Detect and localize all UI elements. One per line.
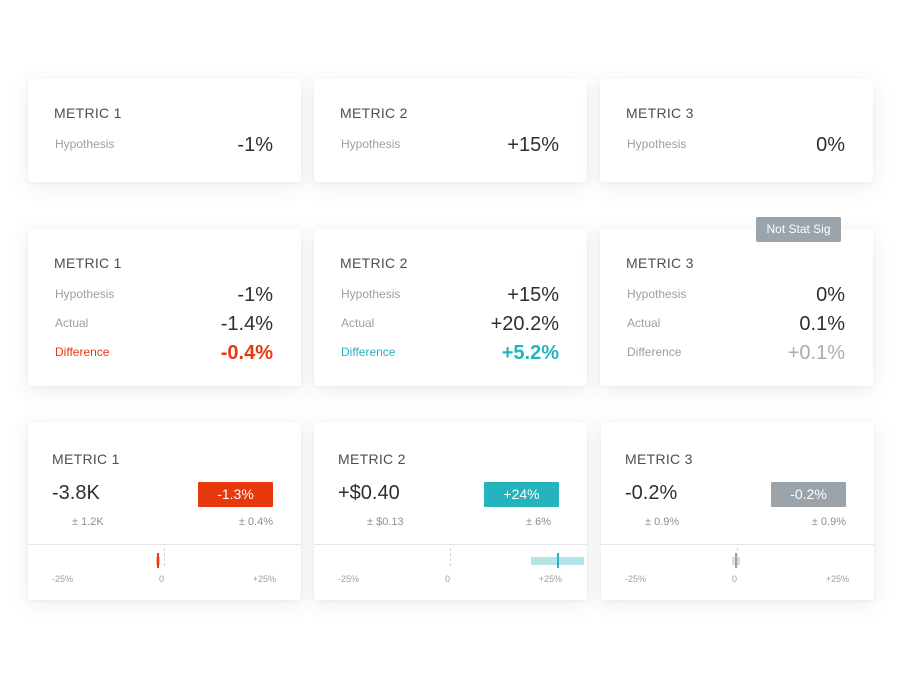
hypothesis-value: 0% bbox=[816, 134, 845, 156]
axis-zero-label: 0 bbox=[159, 574, 165, 584]
metric-title: METRIC 1 bbox=[52, 451, 120, 467]
hypothesis-label: Hypothesis bbox=[341, 287, 401, 301]
actual-value: 0.1% bbox=[799, 313, 845, 335]
not-stat-sig-badge: Not Stat Sig bbox=[756, 217, 841, 242]
change-badge: -1.3% bbox=[198, 482, 273, 507]
metric-title: METRIC 2 bbox=[338, 451, 406, 467]
difference-label: Difference bbox=[627, 345, 682, 359]
point-estimate-marker bbox=[735, 553, 738, 568]
metric-title: METRIC 3 bbox=[626, 255, 694, 271]
actual-label: Actual bbox=[627, 316, 661, 330]
axis-max-label: +25% bbox=[252, 574, 276, 584]
metric-title: METRIC 3 bbox=[625, 451, 693, 467]
actual-label: Actual bbox=[55, 316, 89, 330]
metric-title: METRIC 2 bbox=[340, 105, 408, 121]
actual-value: -1.4% bbox=[220, 313, 273, 335]
value-error: ± 0.9% bbox=[645, 516, 680, 528]
divider bbox=[28, 544, 301, 545]
hypothesis-value: -1% bbox=[237, 284, 273, 306]
axis-min-label: -25% bbox=[338, 574, 360, 584]
difference-value: +5.2% bbox=[501, 342, 559, 364]
axis-min-label: -25% bbox=[52, 574, 74, 584]
hypothesis-value: +15% bbox=[507, 284, 559, 306]
change-badge: +24% bbox=[484, 482, 559, 507]
hypothesis-card-metric-1[interactable]: METRIC 1 Hypothesis -1% bbox=[28, 79, 301, 182]
metric-title: METRIC 2 bbox=[340, 255, 408, 271]
result-card-metric-1[interactable]: METRIC 1 Hypothesis -1% Actual -1.4% Dif… bbox=[28, 229, 301, 386]
difference-value: +0.1% bbox=[787, 342, 845, 364]
hypothesis-label: Hypothesis bbox=[55, 287, 115, 301]
impact-card-metric-2[interactable]: METRIC 2 +$0.40 +24% ± $0.13 ± 6% -25% 0… bbox=[314, 422, 587, 600]
axis-zero-label: 0 bbox=[445, 574, 451, 584]
result-card-metric-3[interactable]: METRIC 3 Hypothesis 0% Actual 0.1% Diffe… bbox=[600, 229, 873, 386]
axis-min-label: -25% bbox=[625, 574, 647, 584]
hypothesis-card-metric-2[interactable]: METRIC 2 Hypothesis +15% bbox=[314, 79, 587, 182]
divider bbox=[314, 544, 587, 545]
metric-value: -3.8K bbox=[52, 482, 100, 504]
axis-max-label: +25% bbox=[538, 574, 562, 584]
axis-zero-label: 0 bbox=[732, 574, 738, 584]
change-error: ± 0.9% bbox=[811, 516, 846, 528]
hypothesis-label: Hypothesis bbox=[341, 137, 401, 151]
metric-value: -0.2% bbox=[625, 482, 678, 504]
hypothesis-value: +15% bbox=[507, 134, 559, 156]
hypothesis-label: Hypothesis bbox=[627, 287, 687, 301]
metric-title: METRIC 1 bbox=[54, 255, 122, 271]
zero-line bbox=[450, 548, 451, 566]
difference-value: -0.4% bbox=[220, 342, 273, 364]
result-card-metric-2[interactable]: METRIC 2 Hypothesis +15% Actual +20.2% D… bbox=[314, 229, 587, 386]
change-error: ± 6% bbox=[526, 516, 551, 528]
value-error: ± 1.2K bbox=[72, 516, 104, 528]
difference-label: Difference bbox=[341, 345, 396, 359]
metric-title: METRIC 3 bbox=[626, 105, 694, 121]
value-error: ± $0.13 bbox=[367, 516, 404, 528]
hypothesis-label: Hypothesis bbox=[55, 137, 115, 151]
divider bbox=[601, 544, 874, 545]
actual-value: +20.2% bbox=[490, 313, 559, 335]
hypothesis-value: -1% bbox=[237, 134, 273, 156]
impact-card-metric-1[interactable]: METRIC 1 -3.8K -1.3% ± 1.2K ± 0.4% -25% … bbox=[28, 422, 301, 600]
zero-line bbox=[164, 548, 165, 566]
point-estimate-marker bbox=[157, 553, 160, 568]
point-estimate-marker bbox=[556, 553, 559, 568]
change-badge: -0.2% bbox=[771, 482, 846, 507]
actual-label: Actual bbox=[341, 316, 375, 330]
difference-label: Difference bbox=[55, 345, 110, 359]
hypothesis-value: 0% bbox=[816, 284, 845, 306]
axis-max-label: +25% bbox=[825, 574, 849, 584]
change-error: ± 0.4% bbox=[238, 516, 273, 528]
hypothesis-card-metric-3[interactable]: METRIC 3 Hypothesis 0% bbox=[600, 79, 873, 182]
metric-title: METRIC 1 bbox=[54, 105, 122, 121]
metric-value: +$0.40 bbox=[338, 482, 400, 504]
hypothesis-label: Hypothesis bbox=[627, 137, 687, 151]
zero-line bbox=[737, 548, 738, 566]
impact-card-metric-3[interactable]: METRIC 3 -0.2% -0.2% ± 0.9% ± 0.9% -25% … bbox=[601, 422, 874, 600]
